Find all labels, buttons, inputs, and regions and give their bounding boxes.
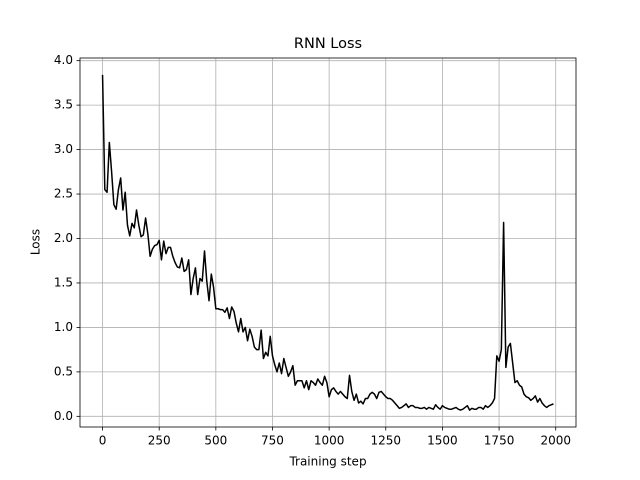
chart-title: RNN Loss [294,36,362,52]
y-tick-label: 3.5 [54,98,73,112]
loss-line [101,74,554,411]
x-tick-label: 250 [148,434,171,448]
y-axis-label: Loss [29,229,43,255]
y-tick-label: 4.0 [54,53,73,67]
x-tick-label: 1750 [484,434,515,448]
x-tick-label: 1500 [427,434,458,448]
x-tick-label: 0 [99,434,107,448]
y-tick-label: 0.5 [54,364,73,378]
x-tick-label: 1250 [371,434,402,448]
x-tick-label: 2000 [540,434,571,448]
y-tick-label: 1.5 [54,275,73,289]
x-tick-label: 750 [261,434,284,448]
y-tick-label: 2.5 [54,187,73,201]
axes-frame [79,57,577,428]
grid [80,58,576,427]
y-tick-label: 1.0 [54,320,73,334]
plot [101,74,554,411]
x-axis-label: Training step [288,455,366,469]
y-tick-label: 3.0 [54,142,73,156]
x-tick-label: 1000 [314,434,345,448]
x-tick-label: 500 [204,434,227,448]
y-tick-label: 2.0 [54,231,73,245]
y-tick-label: 0.0 [54,409,73,423]
